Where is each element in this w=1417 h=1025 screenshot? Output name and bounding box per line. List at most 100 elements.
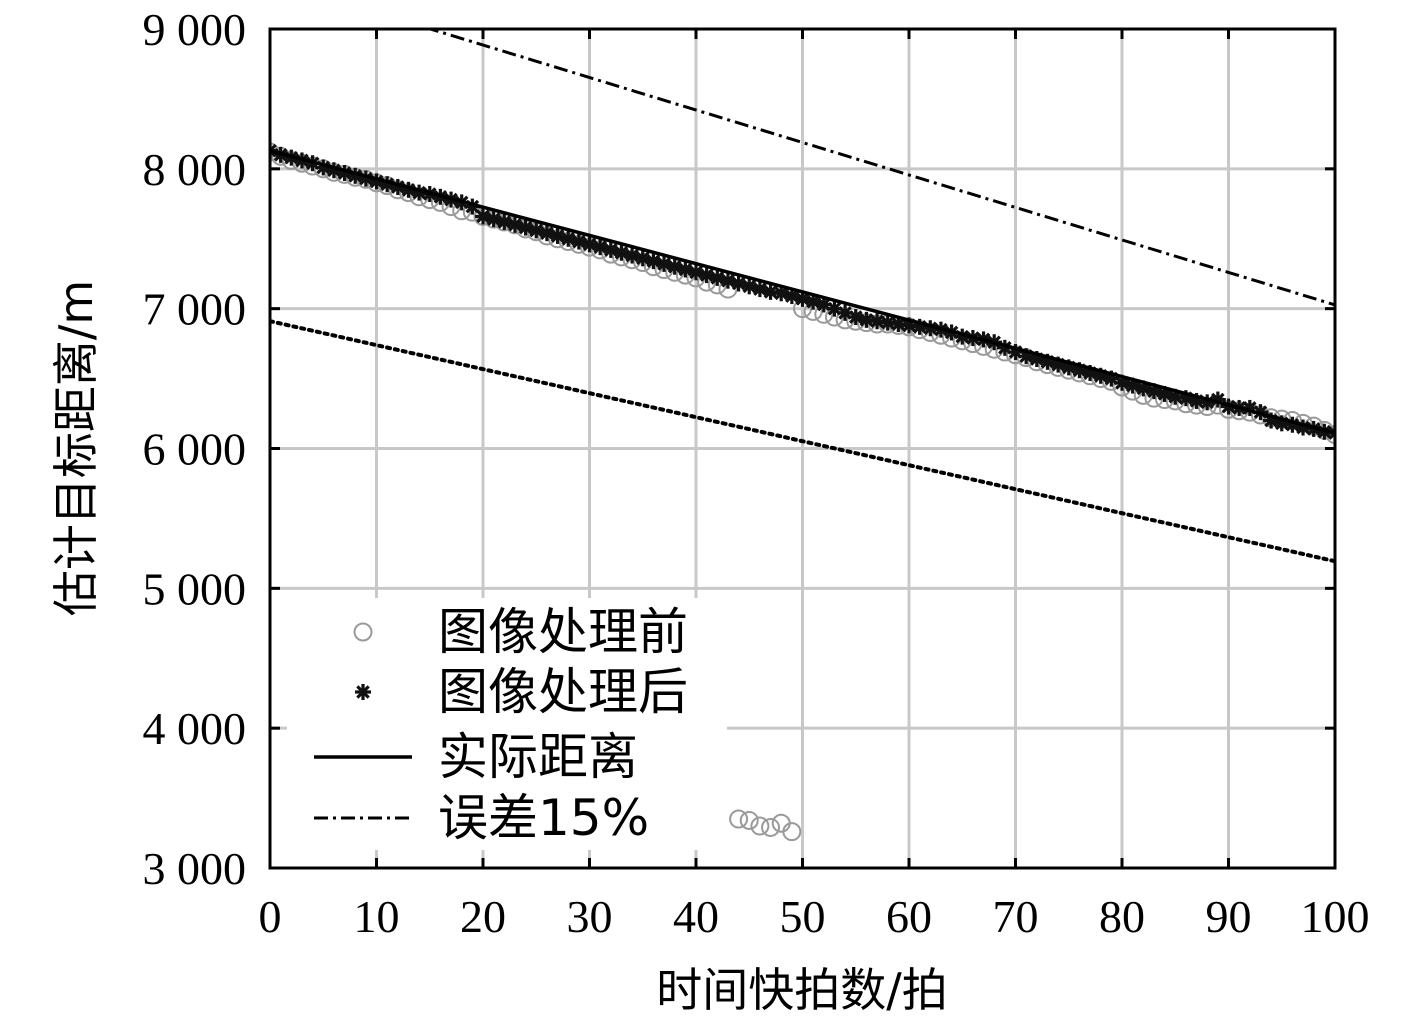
asterisk-stroke xyxy=(348,169,362,183)
asterisk-stroke xyxy=(356,685,370,699)
series-layer xyxy=(270,29,1335,842)
series-line xyxy=(270,148,1335,435)
legend-label: 误差15% xyxy=(438,789,649,847)
x-tick-label: 60 xyxy=(886,891,932,942)
legend-label: 实际距离 xyxy=(438,728,638,786)
asterisk-stroke xyxy=(667,259,682,274)
asterisk-stroke xyxy=(518,220,533,235)
data-point xyxy=(729,809,749,829)
y-tick-label: 3 000 xyxy=(143,843,247,894)
asterisk-stroke xyxy=(561,231,575,246)
asterisk-stroke xyxy=(923,321,938,336)
x-tick-label: 20 xyxy=(460,891,506,942)
asterisk-stroke xyxy=(763,285,778,299)
series-4 xyxy=(270,319,1335,564)
tick-labels: 0 10 20 30 40 50 60 70 80 90 100 3 000 4 000 5 000 6 0… xyxy=(143,4,1370,942)
asterisk-stroke xyxy=(955,329,970,344)
asterisk-stroke xyxy=(795,292,810,306)
asterisk-stroke xyxy=(848,310,863,324)
asterisk-stroke xyxy=(327,163,341,178)
asterisk-stroke xyxy=(870,314,884,329)
series-line xyxy=(270,319,1335,564)
asterisk-stroke xyxy=(838,306,852,320)
asterisk-stroke xyxy=(635,251,650,266)
data-point xyxy=(634,250,651,267)
asterisk-stroke xyxy=(391,180,405,194)
asterisk-stroke xyxy=(1211,392,1225,407)
y-tick-label: 5 000 xyxy=(143,563,247,614)
asterisk-stroke xyxy=(412,185,426,200)
legend-marker xyxy=(355,684,371,700)
asterisk-stroke xyxy=(550,229,565,243)
asterisk-stroke xyxy=(678,262,693,277)
legend-entry: 实际距离 xyxy=(314,728,638,786)
x-tick-label: 50 xyxy=(780,891,826,942)
asterisk-stroke xyxy=(1243,401,1257,415)
asterisk-stroke xyxy=(465,199,480,214)
y-axis-title: 估计目标距离/m xyxy=(49,280,103,616)
y-tick-label: 6 000 xyxy=(143,424,247,475)
x-tick-label: 70 xyxy=(993,891,1039,942)
asterisk-stroke xyxy=(859,313,874,327)
asterisk-stroke xyxy=(604,243,618,257)
asterisk-stroke xyxy=(337,166,352,180)
legend-entry: 误差15% xyxy=(314,789,649,847)
asterisk-stroke xyxy=(710,271,725,285)
asterisk-stroke xyxy=(572,234,586,249)
asterisk-stroke xyxy=(1296,420,1310,435)
legend-marker xyxy=(353,622,373,642)
asterisk-stroke xyxy=(891,317,906,331)
asterisk-stroke xyxy=(582,237,597,252)
series-line xyxy=(425,29,1335,307)
asterisk-stroke xyxy=(880,315,895,330)
x-tick-label: 80 xyxy=(1099,891,1145,942)
asterisk-stroke xyxy=(827,301,842,316)
legend-entry: 图像处理前 xyxy=(353,603,688,661)
asterisk-stroke xyxy=(401,183,416,197)
asterisk-stroke xyxy=(380,177,394,192)
x-tick-label: 40 xyxy=(673,891,719,942)
asterisk-stroke xyxy=(1328,430,1335,440)
asterisk-stroke xyxy=(806,294,820,309)
asterisk-stroke xyxy=(785,289,799,303)
x-tick-label: 100 xyxy=(1301,891,1370,942)
data-point xyxy=(528,222,545,239)
asterisk-stroke xyxy=(614,245,629,260)
x-tick-label: 0 xyxy=(259,891,282,942)
x-axis-title: 时间快拍数/拍 xyxy=(656,963,948,1017)
asterisk-stroke xyxy=(731,276,746,291)
x-tick-label: 10 xyxy=(354,891,400,942)
asterisk-stroke xyxy=(753,282,767,296)
data-point xyxy=(549,227,566,244)
y-tick-label: 4 000 xyxy=(143,703,247,754)
legend-entry: 图像处理后 xyxy=(355,663,688,721)
asterisk-stroke xyxy=(270,143,277,153)
asterisk-stroke xyxy=(497,215,512,229)
asterisk-stroke xyxy=(625,248,639,263)
asterisk-stroke xyxy=(998,341,1012,355)
asterisk-stroke xyxy=(1328,426,1335,436)
asterisk-stroke xyxy=(657,257,671,271)
asterisk-stroke xyxy=(742,279,757,294)
asterisk-stroke xyxy=(817,297,831,312)
asterisk-stroke xyxy=(699,268,714,282)
y-tick-label: 8 000 xyxy=(143,144,247,195)
x-tick-label: 30 xyxy=(567,891,613,942)
asterisk-stroke xyxy=(476,209,490,224)
asterisk-stroke xyxy=(316,160,331,175)
asterisk-stroke xyxy=(508,217,522,232)
asterisk-stroke xyxy=(369,174,384,189)
series-2 xyxy=(270,148,1335,435)
data-point xyxy=(782,822,802,842)
asterisk-stroke xyxy=(689,265,703,280)
asterisk-stroke xyxy=(721,273,735,288)
x-tick-label: 90 xyxy=(1206,891,1252,942)
data-point xyxy=(750,816,770,836)
asterisk-stroke xyxy=(646,254,661,268)
asterisk-stroke xyxy=(359,171,373,186)
asterisk-stroke xyxy=(774,286,788,301)
data-point xyxy=(624,247,641,264)
